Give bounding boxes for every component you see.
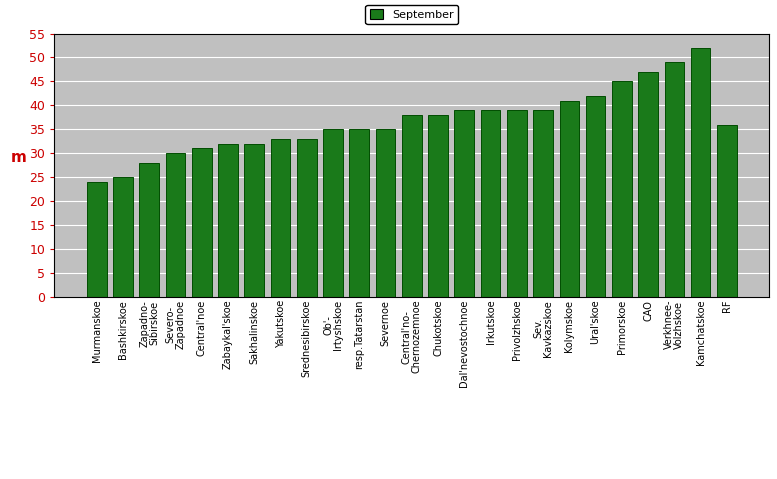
Bar (586, 96, 605, 297)
Bar (245, 144, 264, 297)
Bar (612, 81, 632, 297)
Bar (270, 139, 291, 297)
Bar (455, 110, 474, 297)
Bar (533, 110, 553, 297)
Bar (350, 129, 369, 297)
Bar (192, 148, 211, 297)
Bar (559, 101, 579, 297)
Y-axis label: m: m (10, 150, 26, 165)
Bar (638, 72, 658, 297)
Bar (664, 62, 685, 297)
Bar (87, 182, 106, 297)
Bar (139, 163, 159, 297)
Bar (166, 153, 186, 297)
Bar (323, 129, 343, 297)
Bar (507, 110, 527, 297)
Legend: September: September (365, 5, 458, 24)
Bar (402, 115, 422, 297)
Bar (113, 177, 133, 297)
Bar (691, 48, 710, 297)
Bar (717, 125, 737, 297)
Bar (428, 115, 448, 297)
Bar (376, 129, 395, 297)
Bar (218, 144, 238, 297)
Bar (481, 110, 500, 297)
Bar (297, 139, 317, 297)
